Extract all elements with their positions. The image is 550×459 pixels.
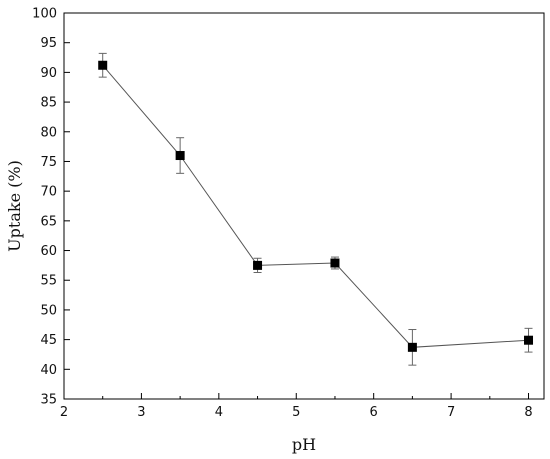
y-tick-label: 65 [40,214,57,229]
x-tick-label: 6 [370,405,378,420]
x-tick-label: 5 [292,405,300,420]
x-tick-label: 4 [215,405,223,420]
x-axis-ticks: 2 3 4 5 6 7 8 [60,393,533,420]
x-axis-title: pH [292,435,316,454]
data-point-marker [98,60,108,70]
y-tick-label: 60 [40,244,57,259]
y-tick-label: 95 [40,36,57,51]
y-tick-label: 45 [40,333,57,348]
series-layer [98,52,534,366]
data-point-marker [253,260,263,270]
y-tick-label: 50 [40,303,57,318]
y-tick-label: 85 [40,96,57,111]
x-tick-label: 7 [447,405,455,420]
y-tick-label: 35 [40,393,57,408]
y-axis-title: Uptake (%) [5,160,24,252]
data-point-marker [524,335,534,345]
data-point-marker [330,258,340,268]
series-line [102,64,529,348]
data-point-marker [175,151,185,161]
x-tick-label: 8 [524,405,532,420]
y-tick-label: 40 [40,363,57,378]
y-tick-label: 100 [32,7,57,22]
data-point-marker [407,342,417,352]
x-tick-label: 3 [137,405,145,420]
plot-frame [63,12,545,400]
y-tick-label: 90 [40,66,57,81]
y-tick-label: 80 [40,125,57,140]
y-axis-ticks: 35 40 45 50 55 60 65 70 75 80 85 90 95 100 [32,7,70,408]
y-tick-label: 55 [40,274,57,289]
y-tick-label: 70 [40,185,57,200]
x-tick-label: 2 [60,405,68,420]
y-tick-label: 75 [40,155,57,170]
